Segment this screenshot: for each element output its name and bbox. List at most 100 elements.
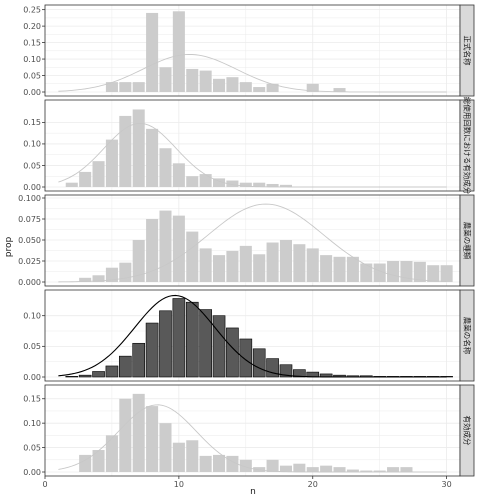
histogram-bar (199, 70, 212, 92)
histogram-bar (333, 467, 346, 472)
histogram-bar (92, 450, 105, 472)
histogram-bar (118, 355, 132, 378)
histogram-bar (159, 310, 172, 378)
histogram-bar (105, 82, 118, 92)
histogram-bar (239, 82, 252, 92)
facet-strip-label: 総使用回数における有効成分 (463, 97, 473, 195)
histogram-bar (213, 78, 226, 92)
y-tick-label: 0.15 (23, 118, 41, 127)
x-tick-label: 30 (442, 480, 452, 489)
y-tick-label: 0.000 (18, 278, 41, 287)
facet-strip-label: 有効成分 (463, 416, 473, 446)
histogram-bar (413, 261, 426, 282)
density-curve (58, 404, 447, 473)
histogram-bar (226, 180, 239, 187)
histogram-bar (92, 275, 105, 282)
histogram-bar (226, 77, 239, 92)
y-tick-label: 0.15 (23, 38, 41, 47)
histogram-bar (132, 393, 145, 472)
histogram-bar (119, 398, 132, 472)
histogram-bar (146, 219, 159, 282)
facet-strip (459, 194, 475, 287)
histogram-bar (65, 182, 78, 187)
histogram-bar (279, 465, 292, 472)
y-axis-title: prop (4, 236, 14, 257)
histogram-bar (213, 454, 226, 472)
histogram-bar (400, 467, 413, 472)
facet-panels: 0.00 0.05 0.10 0.15 0.20 0.25 正式名称 0.00 0.05 0.10… (18, 4, 475, 477)
histogram-bar (172, 163, 185, 187)
histogram-bar (146, 406, 159, 472)
histogram-bar (333, 256, 346, 282)
y-tick-label: 0.10 (23, 419, 41, 428)
y-tick-label: 0.025 (18, 257, 41, 266)
histogram-bar (306, 248, 319, 282)
histogram-bar (253, 254, 266, 282)
facet-panel: 0.00 0.05 0.10 0.15 有効成分 (23, 384, 475, 477)
facet-panel: 0.000 0.025 0.050 0.075 0.100 農薬の種類 (18, 194, 475, 287)
y-tick-label: 0.10 (23, 311, 41, 320)
histogram-bar (132, 342, 146, 378)
histogram-bar (266, 183, 279, 187)
histogram-bar (186, 68, 199, 92)
facet-panel: 0.00 0.05 0.10 0.15 総使用回数における有効成分 (23, 97, 475, 195)
histogram-bar (279, 184, 292, 187)
y-tick-label: 0.10 (23, 140, 41, 149)
histogram-bar (65, 376, 79, 378)
histogram-bar (320, 255, 333, 282)
y-tick-label: 0.00 (23, 468, 41, 477)
histogram-bar (92, 371, 105, 378)
y-tick-label: 0.15 (23, 395, 41, 404)
y-tick-label: 0.050 (18, 236, 41, 245)
x-tick-label: 20 (308, 480, 318, 489)
histogram-bar (159, 67, 172, 92)
histogram-bar (172, 11, 185, 92)
histogram-bar (387, 467, 400, 472)
density-curve (58, 54, 447, 93)
histogram-bar (239, 338, 253, 378)
histogram-bar (159, 148, 172, 187)
density-curve (58, 294, 447, 378)
histogram-bar (266, 83, 279, 92)
histogram-bar (253, 182, 266, 187)
histogram-bar (105, 365, 119, 378)
histogram-bar (360, 263, 373, 282)
histogram-bar (252, 348, 266, 378)
facet-panel: 0.00 0.05 0.10 0.15 0.20 0.25 正式名称 (23, 4, 475, 97)
histogram-bar (346, 469, 359, 472)
histogram-bar (186, 176, 199, 187)
histogram-bar (199, 248, 212, 282)
histogram-bar (146, 128, 159, 187)
y-tick-label: 0.00 (23, 183, 41, 192)
histogram-bar (440, 265, 453, 282)
histogram-bar (279, 240, 292, 282)
histogram-bar (293, 369, 306, 378)
histogram-bar (199, 174, 212, 187)
histogram-bar (159, 210, 172, 282)
histogram-bar (279, 364, 293, 378)
histogram-bar (159, 423, 172, 472)
facet-strip (459, 289, 475, 382)
histogram-bar (306, 467, 319, 472)
histogram-bar (132, 109, 145, 187)
histogram-bar (132, 82, 145, 92)
histogram-bar (79, 454, 92, 472)
facet-strip (459, 99, 475, 192)
histogram-bar (306, 83, 319, 92)
histogram-bar (239, 245, 252, 282)
histogram-bar (226, 250, 239, 282)
histogram-bar (186, 231, 199, 282)
histogram-bar (79, 171, 92, 187)
histogram-bar (132, 240, 145, 282)
y-tick-label: 0.05 (23, 443, 41, 452)
facet-strip-label: 正式名称 (463, 36, 473, 66)
histogram-bar (360, 470, 373, 472)
histogram-bar (79, 277, 92, 282)
y-tick-label: 0.25 (23, 5, 41, 14)
histogram-bar (346, 256, 359, 282)
x-tick-label: 10 (174, 480, 184, 489)
histogram-bar (373, 263, 386, 282)
y-tick-label: 0.00 (23, 373, 41, 382)
histogram-bar (387, 261, 400, 282)
y-tick-label: 0.10 (23, 55, 41, 64)
